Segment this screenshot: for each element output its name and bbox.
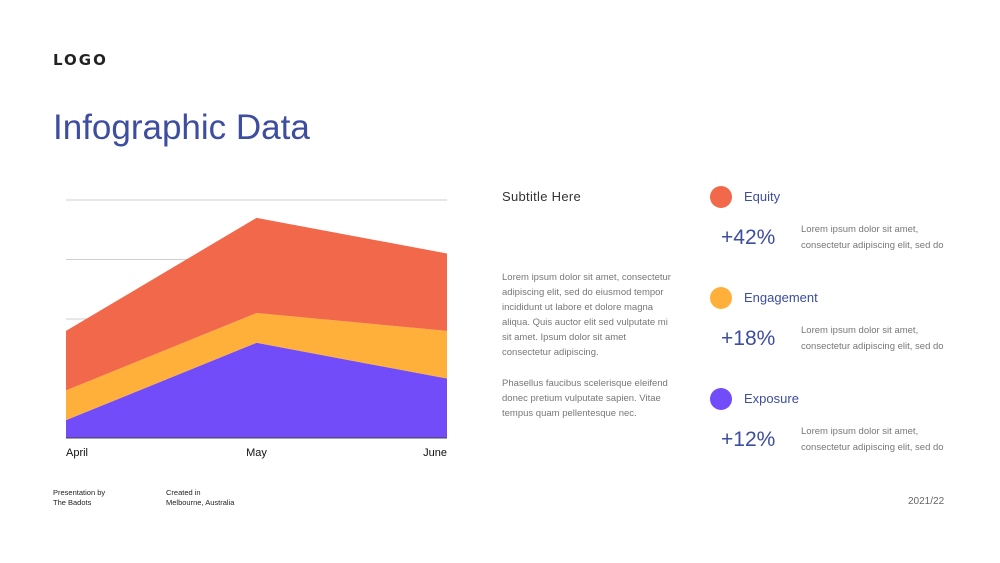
footer-year: 2021/22 — [908, 496, 945, 507]
metric-description: Lorem ipsum dolor sit amet, consectetur … — [801, 224, 944, 251]
metric-value: +42% — [721, 226, 776, 249]
body-paragraph-1: Lorem ipsum dolor sit amet, consectetur … — [502, 272, 671, 358]
body-paragraph-2: Phasellus faucibus scelerisque eleifend … — [502, 378, 668, 419]
x-tick-label-june: June — [423, 447, 447, 459]
metric-value: +12% — [721, 428, 776, 451]
x-tick-label-may: May — [246, 447, 267, 459]
page-title: Infographic Data — [53, 108, 310, 147]
metric-description: Lorem ipsum dolor sit amet, consectetur … — [801, 426, 944, 453]
exposure-dot-icon — [710, 388, 732, 410]
stacked-area-chart: April May June — [66, 199, 447, 459]
footer-location-name: Melbourne, Australia — [166, 498, 235, 507]
footer-presenter-label: Presentation by — [53, 488, 106, 497]
footer-presenter: Presentation by The Badots — [53, 488, 105, 508]
metric-description: Lorem ipsum dolor sit amet, consectetur … — [801, 325, 944, 352]
area-series-0 — [66, 342, 447, 438]
metric-value: +18% — [721, 327, 776, 350]
area-series-1 — [66, 313, 447, 421]
x-tick-label-april: April — [66, 447, 88, 459]
x-axis-labels: April May June — [66, 447, 447, 459]
equity-dot-icon — [710, 186, 732, 208]
subtitle: Subtitle Here — [502, 189, 582, 204]
footer-location: Created in Melbourne, Australia — [166, 488, 234, 508]
engagement-dot-icon — [710, 287, 732, 309]
metric-label: Engagement — [744, 290, 818, 305]
footer-presenter-name: The Badots — [53, 498, 92, 507]
chart-areas — [66, 217, 447, 438]
metric-label: Exposure — [744, 391, 799, 406]
footer-location-label: Created in — [166, 488, 201, 497]
area-series-2 — [66, 217, 447, 391]
metric-label: Equity — [744, 189, 781, 204]
logo: LOGO — [53, 51, 108, 69]
